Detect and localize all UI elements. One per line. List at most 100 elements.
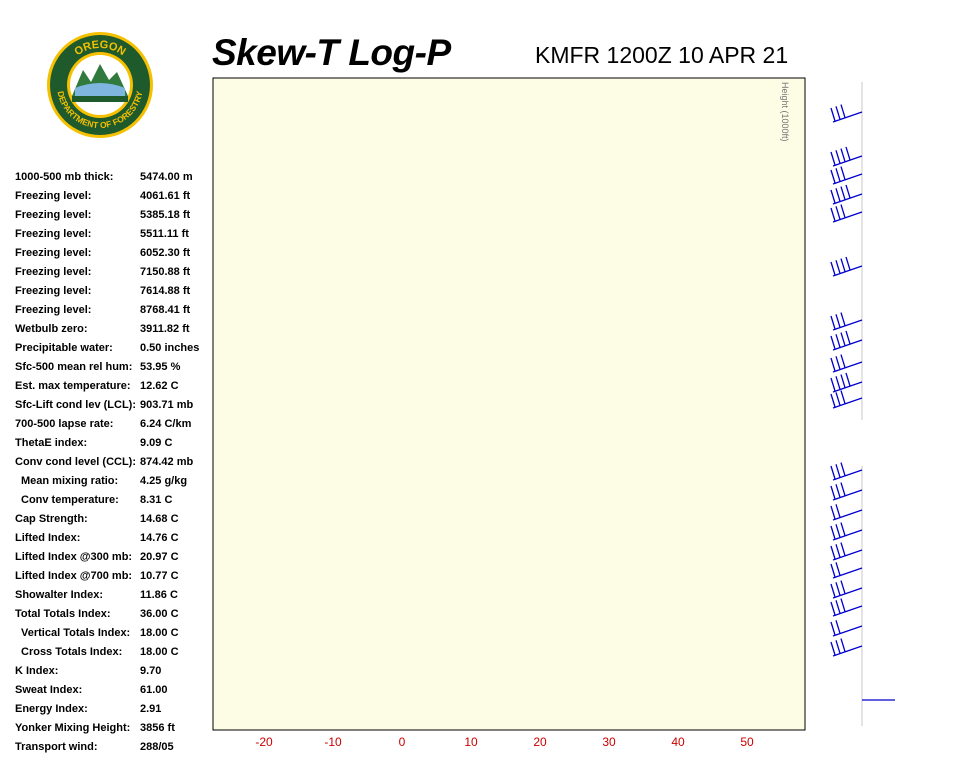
stat-label: Transport wind:: [15, 741, 98, 753]
svg-text:OREGON: OREGON: [72, 39, 127, 58]
stat-row: Sfc-500 mean rel hum: 53.95 %: [15, 358, 213, 377]
stat-label: Energy Index:: [15, 703, 88, 715]
stat-row: Freezing level: 7614.88 ft: [15, 282, 213, 301]
stat-label: 700-500 lapse rate:: [15, 418, 114, 430]
stat-value: 61.00: [140, 684, 168, 696]
stat-label: Precipitable water:: [15, 342, 113, 354]
stat-label: Mean mixing ratio:: [21, 475, 119, 487]
wind-barb: [830, 256, 863, 277]
stat-value: 14.76 C: [140, 532, 179, 544]
stat-value: 18.00 C: [140, 646, 179, 658]
x-tick-label: 0: [399, 735, 406, 749]
plot-frame: [212, 77, 806, 731]
stat-row: K Index: 9.70: [15, 662, 213, 681]
wind-barb: [830, 620, 863, 637]
plot-area: [213, 78, 805, 730]
stat-value: 3911.82 ft: [140, 323, 190, 335]
stat-value: 20.97 C: [140, 551, 179, 563]
stat-value: 12.62 C: [140, 380, 179, 392]
stat-row: Mean mixing ratio: 4.25 g/kg: [15, 472, 213, 491]
stat-value: 5385.18 ft: [140, 209, 191, 221]
wind-barb: [830, 562, 863, 579]
stat-row: Sweat Index: 61.00: [15, 681, 213, 700]
oregon-dept-forestry-logo: OREGON DEPARTMENT OF FORESTRY: [47, 32, 153, 138]
wind-barb: [830, 598, 863, 617]
stat-label: Freezing level:: [15, 209, 92, 221]
stat-label: Freezing level:: [15, 266, 92, 278]
wind-barb: [830, 638, 863, 657]
stat-row: Freezing level: 6052.30 ft: [15, 244, 213, 263]
stat-label: Sfc-Lift cond lev (LCL):: [15, 399, 136, 411]
stat-value: 36.00 C: [140, 608, 179, 620]
stat-row: Conv temperature: 8.31 C: [15, 491, 213, 510]
stat-label: Cross Totals Index:: [21, 646, 123, 658]
x-tick-label: 10: [464, 735, 478, 749]
x-tick-label: 40: [671, 735, 685, 749]
stat-value: 5474.00 m: [140, 171, 193, 183]
x-tick-label: 50: [740, 735, 754, 749]
sounding-indices-panel: 1000-500 mb thick: 5474.00 m Freezing leve…: [15, 168, 213, 757]
stat-label: Freezing level:: [15, 190, 92, 202]
stat-row: ThetaE index: 9.09 C: [15, 434, 213, 453]
stat-label: Freezing level:: [15, 228, 92, 240]
stat-value: 288/05: [140, 741, 174, 753]
stat-value: 7150.88 ft: [140, 266, 191, 278]
stat-row: 1000-500 mb thick: 5474.00 m: [15, 168, 213, 187]
wind-barb: [830, 166, 863, 185]
stat-row: Lifted Index @700 mb: 10.77 C: [15, 567, 213, 586]
stat-label: Lifted Index @700 mb:: [15, 570, 133, 582]
stat-value: 11.86 C: [140, 589, 178, 601]
wind-barb: [830, 522, 863, 541]
logo-top-text: OREGON: [72, 39, 127, 58]
stat-value: 6.24 C/km: [140, 418, 192, 430]
stat-label: K Index:: [15, 665, 59, 677]
stat-label: Total Totals Index:: [15, 608, 111, 620]
stat-value: 18.00 C: [140, 627, 179, 639]
wind-barb: [830, 354, 863, 373]
stat-label: Freezing level:: [15, 304, 92, 316]
stat-label: 1000-500 mb thick:: [15, 171, 114, 183]
stat-label: Conv temperature:: [21, 494, 119, 506]
stat-value: 4.25 g/kg: [140, 475, 188, 487]
stat-label: Sfc-500 mean rel hum:: [15, 361, 133, 373]
stat-value: 10.77 C: [140, 570, 179, 582]
stat-value: 6052.30 ft: [140, 247, 191, 259]
stat-value: 14.68 C: [140, 513, 179, 525]
stat-label: Lifted Index @300 mb:: [15, 551, 133, 563]
stat-row: Freezing level: 4061.61 ft: [15, 187, 213, 206]
stat-value: 8.31 C: [140, 494, 173, 506]
stat-value: 874.42 mb: [140, 456, 194, 468]
wind-barb: [830, 482, 863, 501]
x-tick-label: 30: [602, 735, 616, 749]
stat-value: 3856 ft: [140, 722, 175, 734]
stat-row: Vertical Totals Index: 18.00 C: [15, 624, 213, 643]
plot-background: [213, 78, 805, 730]
stat-value: 2.91: [140, 703, 162, 715]
stat-row: Precipitable water: 0.50 inches: [15, 339, 213, 358]
stat-value: 9.70: [140, 665, 162, 677]
stat-label: Vertical Totals Index:: [21, 627, 131, 639]
stat-row: Freezing level: 7150.88 ft: [15, 263, 213, 282]
wind-barb: [830, 580, 863, 599]
wind-barb: [830, 104, 863, 123]
x-tick-label: -10: [324, 735, 342, 749]
chart-title: Skew-T Log-P: [212, 32, 451, 73]
stat-row: Sfc-Lift cond lev (LCL): 903.71 mb: [15, 396, 213, 415]
stat-row: Freezing level: 5511.11 ft: [15, 225, 213, 244]
wind-barb: [830, 390, 863, 409]
stat-label: ThetaE index:: [15, 437, 88, 449]
stat-row: Energy Index: 2.91: [15, 700, 213, 719]
stat-label: Conv cond level (CCL):: [15, 456, 137, 468]
height-axis-label: Height (1000ft): [780, 82, 790, 142]
station-time-label: KMFR 1200Z 10 APR 21: [535, 42, 789, 68]
stat-row: Est. max temperature: 12.62 C: [15, 377, 213, 396]
stat-row: Yonker Mixing Height: 3856 ft: [15, 719, 213, 738]
stat-label: Showalter Index:: [15, 589, 104, 601]
stat-value: 4061.61 ft: [140, 190, 191, 202]
stat-value: 0.50 inches: [140, 342, 200, 354]
stat-value: 903.71 mb: [140, 399, 194, 411]
stat-value: 53.95 %: [140, 361, 181, 373]
stat-label: Sweat Index:: [15, 684, 83, 696]
stat-row: Wetbulb zero: 3911.82 ft: [15, 320, 213, 339]
stat-row: Freezing level: 8768.41 ft: [15, 301, 213, 320]
